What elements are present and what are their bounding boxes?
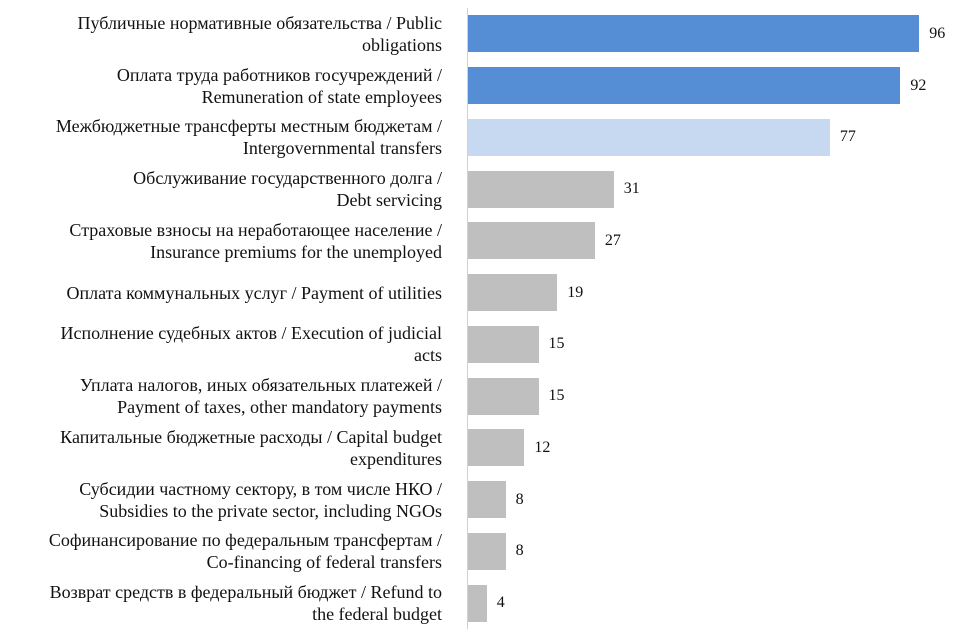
value-label: 19: [567, 283, 584, 301]
bar: [468, 222, 595, 260]
bar: [468, 429, 525, 467]
value-label: 15: [548, 335, 565, 353]
value-label: 4: [496, 594, 505, 612]
category-label: Возврат средств в федеральный бюджет / R…: [49, 582, 442, 625]
category-label: Капитальные бюджетные расходы / Capital …: [60, 426, 442, 469]
value-label: 31: [623, 180, 640, 198]
category-label: Субсидии частному сектору, в том числе Н…: [79, 478, 442, 521]
category-label: Обслуживание государственного долга / De…: [133, 168, 442, 211]
bar: [468, 377, 539, 415]
value-label: 8: [515, 490, 524, 508]
bar: [468, 325, 539, 363]
bar: [468, 15, 920, 53]
value-label: 15: [548, 387, 565, 405]
category-label: Софинансирование по федеральным трансфер…: [48, 530, 442, 573]
category-label: Уплата налогов, иных обязательных платеж…: [79, 375, 442, 418]
category-label: Страховые взносы на неработающее населен…: [69, 219, 442, 262]
value-label: 77: [839, 128, 856, 146]
category-label: Межбюджетные трансферты местным бюджетам…: [55, 116, 442, 159]
category-label: Оплата коммунальных услуг / Payment of u…: [66, 282, 442, 303]
bar: [468, 532, 506, 570]
bar: [468, 584, 487, 622]
category-label: Исполнение судебных актов / Execution of…: [60, 323, 442, 366]
value-label: 8: [515, 542, 524, 560]
value-label: 96: [929, 24, 946, 42]
category-label: Публичные нормативные обязательства / Pu…: [77, 12, 443, 55]
bar: [468, 67, 901, 105]
category-axis-line: [467, 8, 468, 629]
bar: [468, 274, 558, 312]
value-label: 27: [604, 231, 621, 249]
bar: [468, 118, 830, 156]
bar: [468, 481, 506, 519]
bar: [468, 170, 614, 208]
category-label: Оплата труда работников госучреждений / …: [116, 64, 442, 107]
value-label: 12: [534, 438, 551, 456]
value-label: 92: [910, 76, 927, 94]
